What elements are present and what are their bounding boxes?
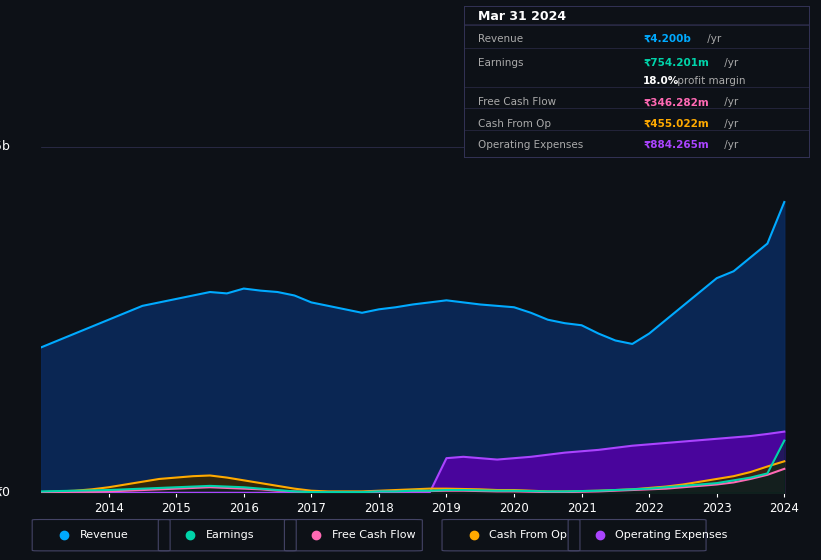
Text: ₹455.022m: ₹455.022m <box>643 119 709 129</box>
Text: Free Cash Flow: Free Cash Flow <box>478 97 556 108</box>
Text: /yr: /yr <box>721 139 738 150</box>
Text: Free Cash Flow: Free Cash Flow <box>332 530 415 540</box>
Text: /yr: /yr <box>704 34 721 44</box>
Text: Earnings: Earnings <box>478 58 523 68</box>
Text: profit margin: profit margin <box>674 76 745 86</box>
Text: ₹4.200b: ₹4.200b <box>643 34 691 44</box>
Text: ₹0: ₹0 <box>0 486 11 500</box>
Text: ₹754.201m: ₹754.201m <box>643 58 709 68</box>
Text: 18.0%: 18.0% <box>643 76 680 86</box>
Text: Earnings: Earnings <box>205 530 254 540</box>
Text: Mar 31 2024: Mar 31 2024 <box>478 10 566 23</box>
Text: Operating Expenses: Operating Expenses <box>616 530 727 540</box>
Text: Cash From Op: Cash From Op <box>478 119 551 129</box>
Text: Cash From Op: Cash From Op <box>489 530 567 540</box>
Text: ₹346.282m: ₹346.282m <box>643 97 709 108</box>
Text: /yr: /yr <box>721 97 738 108</box>
Text: ₹5b: ₹5b <box>0 140 11 153</box>
Text: Revenue: Revenue <box>80 530 128 540</box>
Text: /yr: /yr <box>721 119 738 129</box>
Text: Operating Expenses: Operating Expenses <box>478 139 583 150</box>
Text: ₹884.265m: ₹884.265m <box>643 139 709 150</box>
Text: Revenue: Revenue <box>478 34 523 44</box>
Text: /yr: /yr <box>721 58 738 68</box>
